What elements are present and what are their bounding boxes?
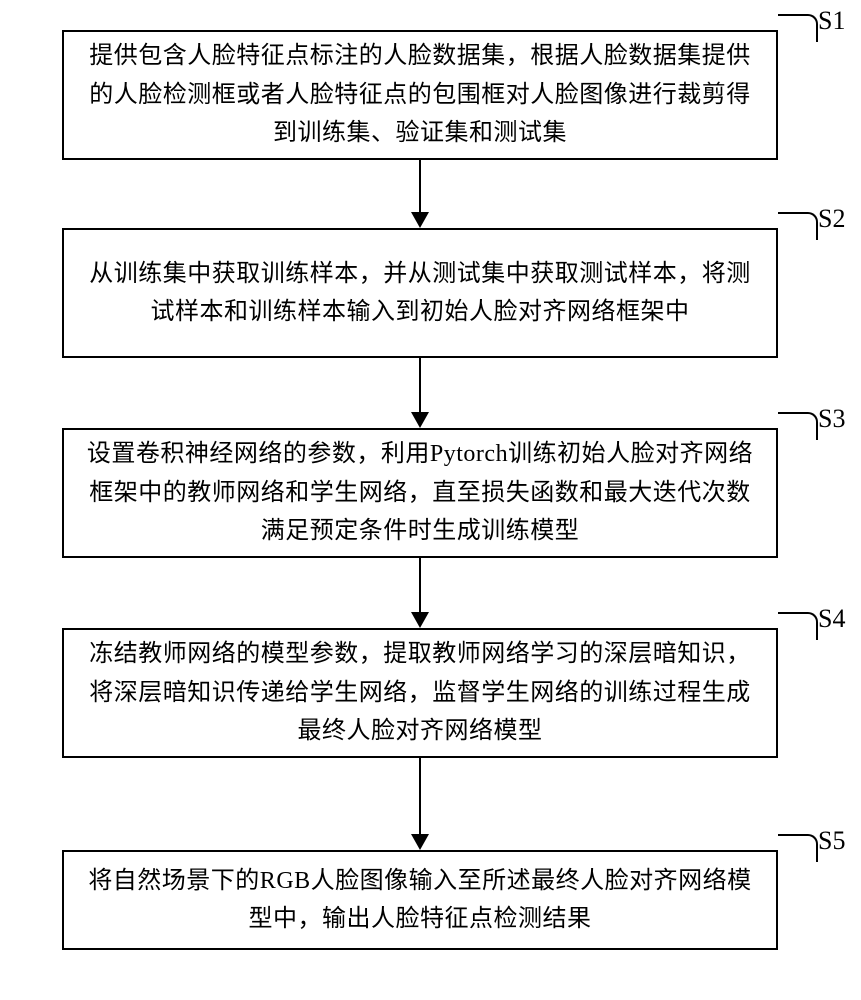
step-text: 从训练集中获取训练样本，并从测试集中获取测试样本，将测试样本和训练样本输入到初始… xyxy=(78,255,762,332)
step-text: 将自然场景下的RGB人脸图像输入至所述最终人脸对齐网络模型中，输出人脸特征点检测… xyxy=(78,862,762,939)
step-box-s4: 冻结教师网络的模型参数，提取教师网络学习的深层暗知识，将深层暗知识传递给学生网络… xyxy=(62,628,778,758)
label-connector xyxy=(778,14,818,42)
step-label-s4: S4 xyxy=(818,604,845,634)
step-text: 设置卷积神经网络的参数，利用Pytorch训练初始人脸对齐网络框架中的教师网络和… xyxy=(78,435,762,550)
step-label-s3: S3 xyxy=(818,404,845,434)
step-label-s1: S1 xyxy=(818,6,845,36)
label-connector xyxy=(778,612,818,640)
step-box-s5: 将自然场景下的RGB人脸图像输入至所述最终人脸对齐网络模型中，输出人脸特征点检测… xyxy=(62,850,778,950)
step-box-s1: 提供包含人脸特征点标注的人脸数据集，根据人脸数据集提供的人脸检测框或者人脸特征点… xyxy=(62,30,778,160)
label-connector xyxy=(778,412,818,440)
step-label-s5: S5 xyxy=(818,826,845,856)
step-text: 提供包含人脸特征点标注的人脸数据集，根据人脸数据集提供的人脸检测框或者人脸特征点… xyxy=(78,37,762,152)
step-text: 冻结教师网络的模型参数，提取教师网络学习的深层暗知识，将深层暗知识传递给学生网络… xyxy=(78,635,762,750)
label-connector xyxy=(778,834,818,862)
step-label-s2: S2 xyxy=(818,204,845,234)
step-box-s2: 从训练集中获取训练样本，并从测试集中获取测试样本，将测试样本和训练样本输入到初始… xyxy=(62,228,778,358)
step-box-s3: 设置卷积神经网络的参数，利用Pytorch训练初始人脸对齐网络框架中的教师网络和… xyxy=(62,428,778,558)
label-connector xyxy=(778,212,818,240)
flowchart-canvas: 提供包含人脸特征点标注的人脸数据集，根据人脸数据集提供的人脸检测框或者人脸特征点… xyxy=(0,0,861,1000)
